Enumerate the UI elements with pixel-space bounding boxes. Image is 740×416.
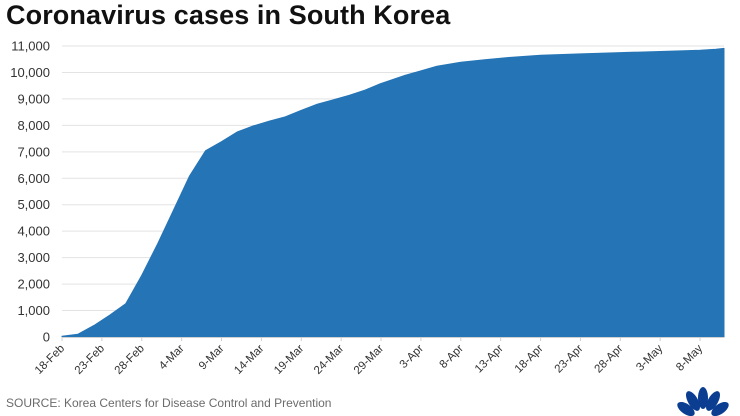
x-axis: 18-Feb 23-Feb 28-Feb 4-Mar 9-Mar 14-Mar 19-Mar…: [33, 337, 724, 377]
x-tick-label: 24-Mar: [312, 343, 346, 377]
x-tick-label: 3-May: [634, 342, 665, 373]
x-tick-label: 13-Apr: [473, 343, 506, 376]
y-tick-label: 1,000: [17, 303, 50, 318]
x-tick-label: 28-Feb: [113, 343, 147, 377]
x-tick-label: 18-Apr: [513, 343, 546, 376]
x-tick-label: 4-Mar: [157, 343, 187, 373]
x-tick-label: 18-Feb: [33, 343, 67, 377]
y-axis: 0 1,000 2,000 3,000 4,000 5,000 6,000 7,000 8,00…: [10, 39, 50, 345]
x-tick-label: 23-Feb: [73, 343, 107, 377]
y-tick-label: 10,000: [10, 65, 50, 80]
y-tick-label: 5,000: [17, 197, 50, 212]
x-tick-label: 9-Mar: [197, 343, 227, 373]
y-tick-label: 6,000: [17, 171, 50, 186]
x-tick-label: 28-Apr: [593, 343, 626, 376]
y-tick-label: 8,000: [17, 118, 50, 133]
chart-title: Coronavirus cases in South Korea: [6, 0, 451, 30]
y-tick-label: 11,000: [11, 39, 50, 54]
source-note: SOURCE: Korea Centers for Disease Contro…: [6, 396, 332, 410]
x-tick-label: 19-Mar: [272, 343, 306, 377]
y-tick-label: 9,000: [17, 91, 50, 106]
x-tick-label: 8-Apr: [438, 343, 466, 371]
x-tick-label: 23-Apr: [553, 343, 586, 376]
x-tick-label: 8-May: [674, 342, 705, 373]
x-tick-label: 14-Mar: [232, 343, 266, 377]
x-tick-label: 29-Mar: [352, 343, 386, 377]
y-tick-label: 2,000: [17, 277, 50, 292]
y-tick-label: 0: [43, 330, 50, 345]
area-series-confirmed-cases: [61, 47, 725, 338]
y-tick-label: 7,000: [17, 144, 50, 159]
x-tick-label: 3-Apr: [398, 343, 426, 371]
nbc-peacock-logo: [677, 387, 729, 416]
y-tick-label: 4,000: [17, 224, 50, 239]
y-tick-label: 3,000: [17, 250, 50, 265]
